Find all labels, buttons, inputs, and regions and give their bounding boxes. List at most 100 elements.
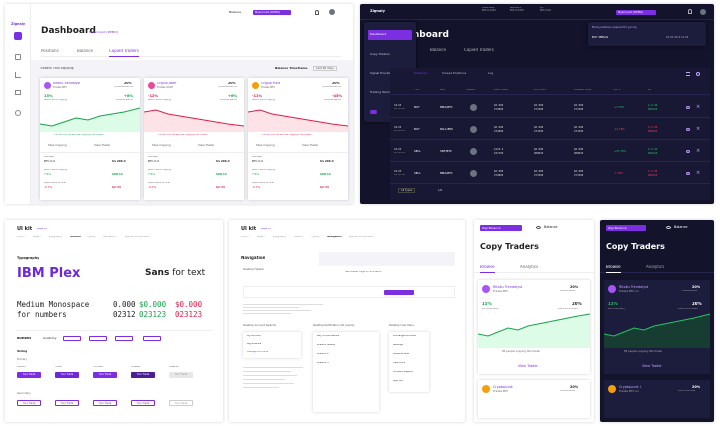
- account-option[interactable]: My Account: [247, 335, 261, 337]
- kit4-nav-item[interactable]: Inputs: [311, 236, 319, 238]
- table-row[interactable]: 04.06 20:30:39 BUY MBA/BTC $0.000 272800 $0.00…: [390, 98, 710, 118]
- dark-account-selector[interactable]: MyAccount (DEMO): [616, 10, 656, 15]
- account-selector[interactable]: MyAccount (DEMO): [253, 10, 291, 15]
- close-icon[interactable]: ×: [696, 148, 701, 154]
- view-icon[interactable]: [686, 128, 690, 131]
- menu-copy-traders[interactable]: Copy Traders: [370, 53, 390, 56]
- type-filter-select[interactable]: All Types: [398, 188, 416, 194]
- eye-icon[interactable]: [536, 226, 541, 229]
- sidebar-dashboard-icon[interactable]: [14, 32, 22, 40]
- view-trader-button[interactable]: View Trader: [198, 144, 215, 147]
- dark-trader-card[interactable]: Ritoku Trendalyst Trades BTC on 20% COMM…: [604, 280, 710, 374]
- trader-card[interactable]: Ritoku Trendalyst Trades BTC 20% COMMISS…: [478, 280, 590, 374]
- tab-browse[interactable]: Browse: [480, 265, 495, 273]
- secondary-button-2[interactable]: Your Trade: [93, 400, 117, 406]
- kit4-nav-item[interactable]: Buttons: [294, 236, 304, 238]
- trader-name[interactable]: Ritoku Trendalyst: [53, 82, 81, 85]
- primary-button-0[interactable]: Your Trade: [17, 372, 41, 378]
- exchange-selector[interactable]: Zigi Binance: [480, 225, 522, 231]
- kit4-nav-item[interactable]: Typography: [272, 236, 287, 238]
- view-icon[interactable]: [686, 106, 690, 109]
- user-menu-item[interactable]: Connect Support: [393, 371, 414, 373]
- dark-bell-icon[interactable]: [688, 9, 692, 14]
- user-menu-item[interactable]: Sign out: [393, 380, 403, 382]
- stop-copying-button[interactable]: Stop Copying: [48, 144, 67, 147]
- close-icon[interactable]: ×: [696, 170, 701, 176]
- user-menu-item[interactable]: Personal Area: [393, 353, 410, 355]
- dark-exchange-selector[interactable]: Zigi Binance: [606, 225, 646, 231]
- trader-name[interactable]: Crypto Punk: [261, 82, 281, 85]
- menu-dashboard[interactable]: Dashboard: [368, 30, 412, 40]
- kit-nav-item[interactable]: Colors: [17, 236, 25, 238]
- view-trader-button[interactable]: View Trader: [302, 144, 319, 147]
- sidebar-terminal-icon[interactable]: [15, 90, 21, 95]
- table-row[interactable]: 04.06 20:30:39 BUY PAL1/BTC $0.000 272800 $0.0…: [390, 120, 710, 140]
- filter-icon[interactable]: [686, 72, 690, 76]
- menu-toggle[interactable]: [370, 110, 377, 114]
- close-icon[interactable]: ×: [696, 126, 701, 132]
- menu-trading-terminal[interactable]: Trading Terminal: [370, 91, 395, 94]
- trader2-name[interactable]: Cryptopunk: [493, 385, 513, 389]
- kit-nav-item[interactable]: Inputs: [87, 236, 95, 238]
- tab-copied-traders[interactable]: Copied Traders: [109, 49, 139, 57]
- notif-item[interactable]: BUY MBS/AI: [592, 36, 609, 39]
- notification-item[interactable]: Position MBS/AI: [317, 344, 336, 346]
- dark-eye-icon[interactable]: [666, 226, 671, 229]
- notification-item[interactable]: Buy 4 notifications: [317, 335, 340, 337]
- view-icon[interactable]: [686, 150, 690, 153]
- timeframe-select[interactable]: Last 90 days: [313, 66, 337, 72]
- kit4-nav-item[interactable]: Special Components: [349, 236, 374, 238]
- stop-copying-button[interactable]: Stop Copying: [152, 144, 171, 147]
- notification-item[interactable]: Position 3: [317, 362, 329, 364]
- kit-nav-item[interactable]: Navigation: [103, 236, 116, 238]
- secondary-button-4[interactable]: Your Trade: [169, 400, 193, 406]
- close-icon[interactable]: ×: [696, 104, 701, 110]
- trader-card-2[interactable]: Cryptopunk Trades BTC 20% COMMISSION: [478, 380, 590, 418]
- view-trader-link[interactable]: View Trader: [518, 364, 538, 368]
- tab-balance[interactable]: Balance: [77, 49, 93, 53]
- subtab-closed[interactable]: Closed Positions: [442, 72, 467, 75]
- user-menu-item[interactable]: Help Docs: [393, 362, 406, 364]
- menu-signal-providers[interactable]: Signal Providers: [370, 72, 395, 75]
- secondary-button-1[interactable]: Your Trade: [55, 400, 79, 406]
- dark-view-trader-link[interactable]: View Trader: [642, 364, 662, 368]
- sidebar-chart-icon[interactable]: [15, 72, 21, 78]
- dark-balance-link[interactable]: Balance: [674, 225, 688, 229]
- account-option[interactable]: Big Binance: [247, 343, 262, 345]
- bell-icon[interactable]: [315, 10, 319, 15]
- secondary-button-0[interactable]: Your Trade: [17, 400, 41, 406]
- stop-copying-button[interactable]: Stop Copying: [256, 144, 275, 147]
- subtab-log[interactable]: Log: [488, 72, 494, 75]
- notification-item[interactable]: Position 2: [317, 353, 329, 355]
- secondary-button-3[interactable]: Your Trade: [131, 400, 155, 406]
- dark-tab-browse[interactable]: Browse: [606, 265, 621, 273]
- primary-button-4[interactable]: Your Trade: [169, 372, 193, 378]
- primary-button-3[interactable]: Your Trade: [131, 372, 155, 378]
- kit-nav-item[interactable]: Buttons: [70, 236, 81, 238]
- user-menu-item[interactable]: Exchange Accounts: [393, 335, 417, 337]
- table-row[interactable]: 04.06 20:30:39 SELL SNT/BTC $122.9 107150 $0.0…: [390, 142, 710, 162]
- table-row[interactable]: 04.06 20:30:39 SELL MBA/BTC $0.000 272800 $0.0…: [390, 164, 710, 184]
- refresh-icon[interactable]: [696, 72, 700, 76]
- dark-trader-card-2[interactable]: Cryptopunk I Trades BTC on 20% CERTIFICA…: [604, 380, 710, 418]
- avatar[interactable]: [329, 9, 335, 15]
- sidebar-gear-icon[interactable]: [15, 110, 21, 116]
- tab-analytics[interactable]: Analytics: [520, 265, 539, 269]
- dark-tab-analytics[interactable]: Analytics: [646, 265, 665, 269]
- balance-link[interactable]: Balance: [229, 11, 241, 14]
- primary-button-1[interactable]: Your Trade: [55, 372, 79, 378]
- dark-avatar[interactable]: [700, 9, 706, 15]
- sidebar-copy-icon[interactable]: [15, 54, 21, 60]
- user-menu-item[interactable]: Settings: [393, 344, 403, 346]
- dark-tab-copied[interactable]: Copied Traders: [464, 48, 494, 52]
- view-icon[interactable]: [686, 172, 690, 175]
- kit-nav-item[interactable]: Typography: [48, 236, 63, 238]
- balance-link-5[interactable]: Balance: [544, 225, 558, 229]
- kit-nav-item[interactable]: Layers: [32, 236, 41, 238]
- kit4-nav-item[interactable]: Colors: [241, 236, 249, 238]
- kit-nav-item[interactable]: Special Components: [125, 236, 150, 238]
- view-trader-button[interactable]: View Trader: [94, 144, 111, 147]
- dark-trader2-name[interactable]: Cryptopunk I: [619, 385, 641, 389]
- kit4-nav-item[interactable]: Navigation: [327, 236, 342, 238]
- trader-name[interactable]: Ritoku Trendalyst: [493, 285, 523, 289]
